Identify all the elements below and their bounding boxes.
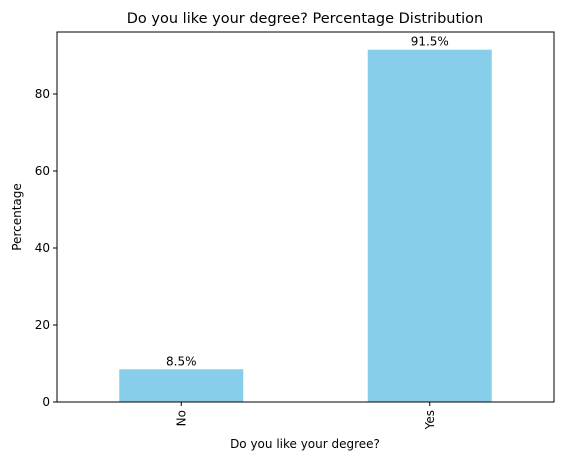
y-tick-label-60: 60 <box>35 164 50 178</box>
data-label-yes: 91.5% <box>411 35 449 49</box>
bar-no <box>119 369 244 402</box>
y-tick-label-40: 40 <box>35 241 50 255</box>
data-labels-layer: 8.5% 91.5% <box>166 35 449 369</box>
y-tick-label-20: 20 <box>35 318 50 332</box>
y-axis: 0 20 40 60 80 <box>35 87 57 409</box>
y-tick-label-80: 80 <box>35 87 50 101</box>
y-axis-label: Percentage <box>10 183 24 251</box>
data-label-no: 8.5% <box>166 354 197 368</box>
x-axis-label: Do you like your degree? <box>230 437 380 451</box>
plot-border <box>56 31 555 403</box>
x-tick-label-yes: Yes <box>423 410 437 430</box>
bars-layer <box>119 49 492 403</box>
x-tick-label-no: No <box>174 410 188 426</box>
plot-area: 8.5% 91.5% <box>56 31 555 403</box>
x-axis: No Yes <box>174 402 437 430</box>
bar-yes <box>367 49 492 403</box>
y-tick-label-0: 0 <box>42 395 50 409</box>
chart-title: Do you like your degree? Percentage Dist… <box>127 11 483 27</box>
